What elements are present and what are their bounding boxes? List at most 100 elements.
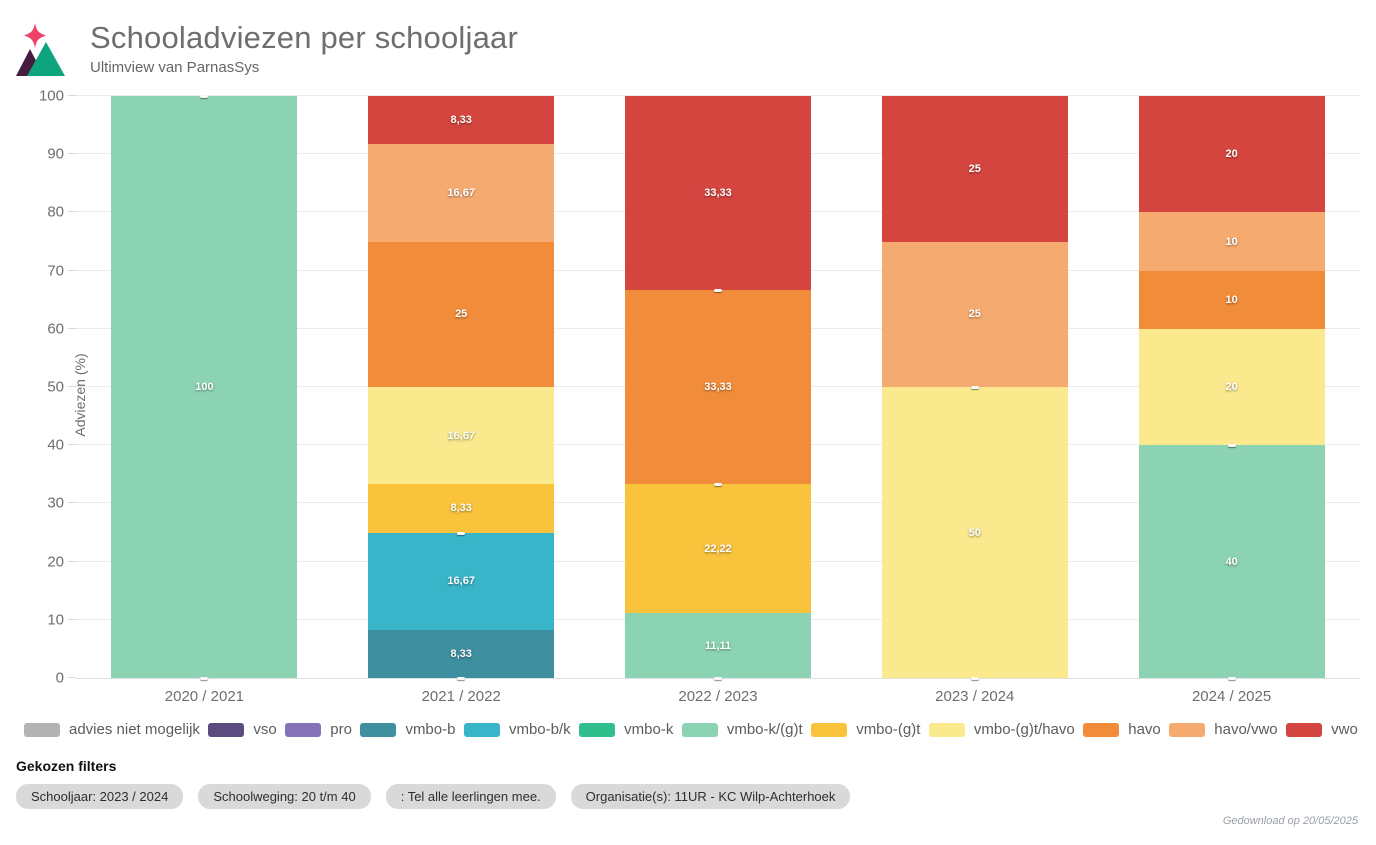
legend-swatch	[24, 722, 60, 737]
bar-segment[interactable]	[111, 96, 298, 678]
x-axis-label: 2024 / 2025	[1191, 688, 1272, 705]
y-tick-label: 0	[55, 669, 64, 687]
stacked-bar: 40 20 10 10 20	[1138, 96, 1325, 680]
ultimview-logo	[16, 23, 65, 76]
filter-pill: Schoolweging: 20 t/m 40	[198, 784, 371, 809]
zero-value-mark	[457, 531, 466, 535]
bar-segment[interactable]	[368, 96, 555, 145]
legend-item[interactable]: havo	[1083, 721, 1161, 738]
legend-item[interactable]: vmbo-b	[360, 721, 455, 738]
bar-segment[interactable]	[368, 241, 555, 387]
bar-segment[interactable]	[368, 144, 555, 242]
bar-column: 11,11 22,22 33,33 33,33	[590, 96, 847, 680]
legend-item[interactable]: vmbo-b/k	[463, 721, 571, 738]
legend-label: advies niet mogelijk	[69, 721, 200, 738]
x-axis-label: 2023 / 2024	[935, 688, 1015, 705]
legend-item[interactable]: havo/vwo	[1169, 721, 1278, 738]
bar-column: 50 25 25	[846, 96, 1103, 680]
legend-item[interactable]: vso	[208, 721, 277, 738]
y-tick-label: 90	[47, 145, 64, 163]
legend-swatch	[463, 722, 500, 737]
bar-segment[interactable]	[1138, 212, 1325, 271]
y-tick-label: 30	[47, 494, 64, 512]
y-tick-mark	[68, 211, 76, 213]
bar-segment[interactable]	[881, 387, 1068, 678]
y-tick-label: 20	[47, 553, 64, 571]
bar-segment[interactable]	[624, 290, 811, 485]
bar-segment[interactable]	[368, 484, 555, 533]
legend-item[interactable]: vmbo-k/(g)t	[681, 721, 803, 738]
download-timestamp: Gedownload op 20/05/2025	[1222, 815, 1358, 827]
bar-segment[interactable]	[1138, 270, 1325, 329]
legend-label: vmbo-k	[624, 721, 674, 738]
y-tick-label: 100	[38, 87, 64, 105]
legend-swatch	[811, 722, 848, 737]
legend-swatch	[579, 722, 616, 737]
legend-label: vmbo-b/k	[508, 721, 571, 738]
zero-value-mark	[713, 483, 722, 487]
legend-swatch	[360, 722, 397, 737]
bar-column: 40 20 10 10 20	[1103, 96, 1360, 680]
filter-pill: Schooljaar: 2023 / 2024	[16, 784, 184, 809]
y-tick-mark	[68, 327, 76, 329]
bar-segment[interactable]	[881, 96, 1068, 242]
legend-label: vwo	[1331, 721, 1358, 738]
legend-label: vso	[253, 721, 277, 738]
legend-label: vmbo-b	[405, 721, 456, 738]
y-tick-label: 70	[47, 262, 64, 280]
y-tick-label: 80	[47, 203, 64, 221]
zero-value-mark	[200, 95, 209, 98]
y-tick-mark	[68, 386, 76, 387]
stacked-bar: 11,11 22,22 33,33 33,33	[624, 96, 811, 680]
filter-pill-row: Schooljaar: 2023 / 2024 Schoolweging: 20 …	[16, 784, 1376, 809]
legend-item[interactable]: vmbo-k	[579, 721, 673, 738]
bar-segment[interactable]	[1138, 445, 1325, 678]
page-title: Schooladviezen per schooljaar	[90, 20, 519, 55]
zero-value-mark	[457, 677, 466, 680]
legend-swatch	[285, 722, 322, 737]
filters-heading: Gekozen filters	[16, 758, 117, 774]
bar-segment[interactable]	[368, 532, 555, 630]
legend-item[interactable]: vmbo-(g)t	[811, 721, 920, 738]
legend-label: vmbo-(g)t/havo	[973, 721, 1075, 738]
legend-swatch	[1286, 722, 1323, 737]
zero-value-mark	[1227, 444, 1236, 448]
zero-value-mark	[713, 289, 722, 293]
stacked-bar: 100	[111, 95, 298, 680]
bar-segment[interactable]	[1138, 96, 1325, 213]
bar-segment[interactable]	[881, 241, 1068, 387]
chart-plot-area: Adviezen (%) 0 10 20 30 40 50 60 70 80 90 100 100 8,…	[39, 89, 1360, 686]
legend-item[interactable]: vmbo-(g)t/havo	[928, 721, 1075, 738]
legend-item[interactable]: pro	[285, 721, 352, 738]
legend-item[interactable]: advies niet mogelijk	[24, 721, 200, 738]
legend-swatch	[208, 722, 245, 737]
y-tick-mark	[68, 677, 76, 678]
chart-legend: advies niet mogelijk vso pro vmbo-b vmbo-b/k…	[24, 721, 1358, 738]
x-axis-label: 2020 / 2021	[164, 688, 245, 705]
page-subtitle: Ultimview van ParnasSys	[90, 59, 260, 76]
filter-pill: Organisatie(s): 11UR - KC Wilp-Achterhoe…	[570, 784, 851, 809]
legend-label: vmbo-(g)t	[856, 721, 921, 738]
y-tick-mark	[68, 618, 76, 620]
legend-label: havo/vwo	[1214, 721, 1278, 738]
y-tick-label: 50	[47, 378, 64, 396]
y-tick-mark	[68, 95, 76, 96]
zero-value-mark	[970, 386, 979, 389]
legend-swatch	[681, 722, 718, 737]
bar-segment[interactable]	[1138, 328, 1325, 446]
y-tick-label: 10	[47, 611, 64, 629]
legend-item[interactable]: vwo	[1286, 721, 1358, 738]
bar-segment[interactable]	[624, 613, 811, 678]
zero-value-mark	[1227, 677, 1236, 680]
bar-column: 8,33 16,67 8,33 16,67 25 16,67 8,33	[333, 96, 590, 680]
legend-label: vmbo-k/(g)t	[726, 721, 803, 738]
bar-segment[interactable]	[368, 387, 555, 485]
zero-value-mark	[713, 677, 722, 680]
bar-segment[interactable]	[624, 484, 811, 614]
legend-label: havo	[1128, 721, 1161, 738]
bar-segment[interactable]	[624, 96, 811, 291]
legend-swatch	[928, 722, 965, 737]
bar-segment[interactable]	[368, 629, 555, 678]
bar-column: 100	[76, 95, 333, 680]
y-tick-mark	[68, 444, 76, 446]
